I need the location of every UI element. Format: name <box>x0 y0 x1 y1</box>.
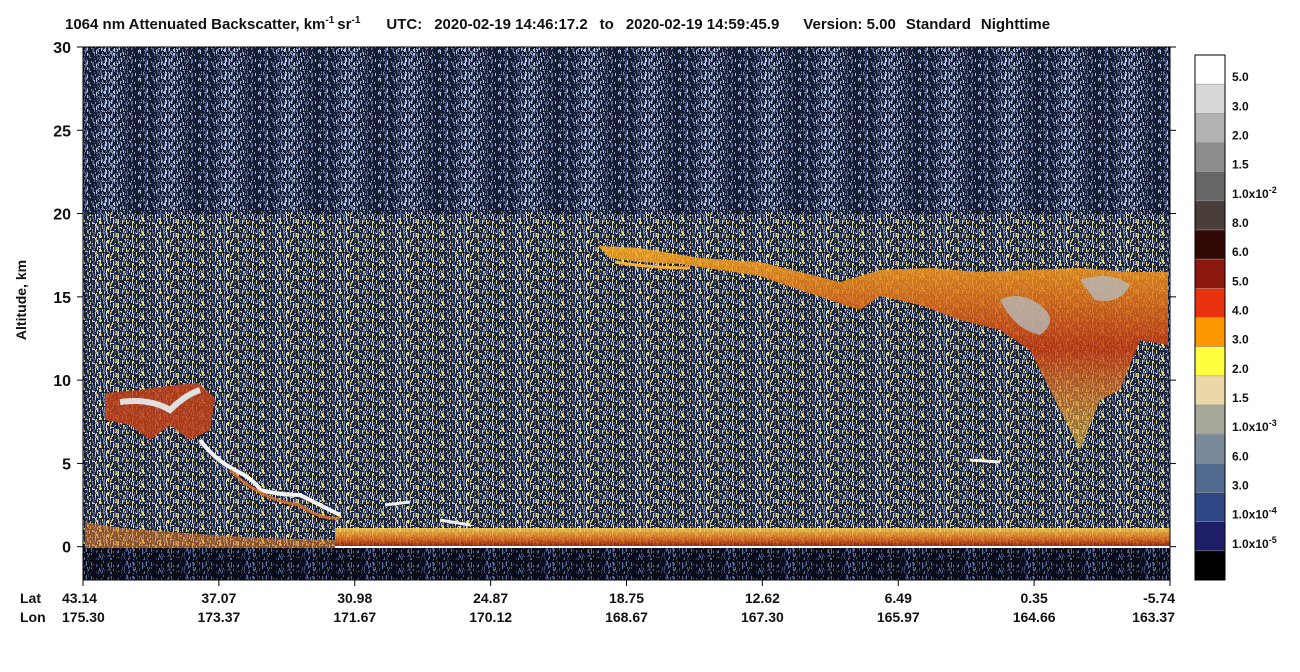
colorbar-swatch <box>1194 200 1226 231</box>
colorbar-label: 6.0 <box>1232 449 1249 463</box>
colorbar-label: 1.0x10-3 <box>1232 418 1277 434</box>
colorbar-swatch <box>1194 492 1226 522</box>
lon-label: 171.67 <box>333 609 376 625</box>
lat-label: 24.87 <box>473 590 508 606</box>
lon-label: 165.97 <box>877 609 920 625</box>
boundary-layer <box>85 522 335 548</box>
colorbar-swatch <box>1194 375 1226 406</box>
title-part: to <box>600 16 614 33</box>
title-part: Standard <box>906 16 971 33</box>
cirrus-layer <box>598 246 1168 450</box>
colorbar-swatch <box>1194 404 1226 435</box>
boundary-layer <box>335 528 1170 547</box>
colorbar-label: 1.0x10-4 <box>1232 506 1277 522</box>
colorbar-swatch <box>1194 550 1226 581</box>
lat-label: 0.35 <box>1021 590 1048 606</box>
colorbar-swatch <box>1194 521 1226 552</box>
cirrus-core <box>1000 276 1130 335</box>
colorbar-swatch <box>1194 229 1226 260</box>
colorbar-label: 1.5 <box>1232 158 1249 172</box>
colorbar-label: 1.0x10-5 <box>1232 535 1277 551</box>
aerosol-core <box>119 387 202 414</box>
lon-label: 164.66 <box>1013 609 1056 625</box>
colorbar-label: 5.0 <box>1232 274 1249 288</box>
y-tick-label: 20 <box>53 207 71 224</box>
y-tick-label: 25 <box>53 123 71 140</box>
lon-label: 163.37 <box>1132 609 1175 625</box>
title-part: UTC: <box>386 16 422 33</box>
aerosol-plume-edge <box>228 468 341 520</box>
colorbar-label: 4.0 <box>1232 304 1249 318</box>
subsurface-noise <box>83 548 1170 580</box>
aerosol-plume <box>198 438 341 517</box>
y-tick-label: 30 <box>53 40 71 57</box>
lat-label: 37.07 <box>201 590 236 606</box>
colorbar-label: 3.0 <box>1232 479 1249 493</box>
lat-title: Lat <box>20 590 41 606</box>
colorbar-swatch <box>1194 258 1226 289</box>
colorbar-label-text: 1.0x10 <box>1232 537 1269 551</box>
lat-label: -5.74 <box>1143 590 1175 606</box>
colorbar-label-text: 1.0x10 <box>1232 420 1269 434</box>
chart-title: 1064 nm Attenuated Backscatter, km-1 sr-1… <box>65 15 1050 33</box>
y-axis-label: Altitude, km <box>13 260 29 340</box>
lat-label: 18.75 <box>609 590 644 606</box>
colorbar-swatch <box>1194 346 1226 377</box>
colorbar-label: 1.5 <box>1232 391 1249 405</box>
colorbar-swatch <box>1194 142 1226 172</box>
colorbar-label: 1.0x10-2 <box>1232 185 1277 201</box>
lon-label: 170.12 <box>469 609 512 625</box>
small-cloud <box>384 458 1001 527</box>
plot-area <box>82 46 1171 581</box>
colorbar-swatch <box>1194 54 1226 85</box>
lat-label: 12.62 <box>745 590 780 606</box>
lat-label: 30.98 <box>337 590 372 606</box>
lon-label: 175.30 <box>62 609 105 625</box>
y-tick-label: 10 <box>53 373 71 390</box>
title-exp: -1 <box>351 15 360 26</box>
colorbar-label: 8.0 <box>1232 216 1249 230</box>
y-tick-label: 5 <box>62 456 71 473</box>
lon-title: Lon <box>20 609 46 625</box>
cirrus-filament <box>614 260 691 270</box>
colorbar-label: 2.0 <box>1232 129 1249 143</box>
title-part: 2020-02-19 14:59:45.9 <box>626 16 779 33</box>
lon-label: 167.30 <box>741 609 784 625</box>
lat-label: 43.14 <box>62 590 97 606</box>
stratosphere-noise <box>83 47 1170 214</box>
lon-label: 173.37 <box>197 609 240 625</box>
colorbar-label: 6.0 <box>1232 245 1249 259</box>
y-tick-label: 15 <box>53 290 71 307</box>
colorbar-label: 5.0 <box>1232 70 1249 84</box>
colorbar-label: 3.0 <box>1232 333 1249 347</box>
colorbar-swatch <box>1194 463 1226 493</box>
colorbar-label: 2.0 <box>1232 362 1249 376</box>
title-part: 1064 nm Attenuated Backscatter, km <box>65 16 325 33</box>
colorbar-swatch <box>1194 317 1226 347</box>
colorbar-frame <box>1194 54 1226 581</box>
colorbar-label-exp: -4 <box>1269 506 1277 516</box>
colorbar-label-exp: -2 <box>1269 185 1277 195</box>
title-part: sr <box>337 16 351 33</box>
colorbar-swatch <box>1194 433 1226 464</box>
colorbar-label-text: 1.0x10 <box>1232 187 1269 201</box>
lat-label: 6.49 <box>885 590 912 606</box>
title-part: Version: 5.00 <box>803 16 896 33</box>
lon-label: 168.67 <box>605 609 648 625</box>
colorbar-label-text: 1.0x10 <box>1232 508 1269 522</box>
colorbar-swatch <box>1194 113 1226 143</box>
colorbar-swatch <box>1194 288 1226 318</box>
title-exp: -1 <box>325 15 334 26</box>
colorbar-label-exp: -5 <box>1269 535 1277 545</box>
title-part: Nighttime <box>981 16 1050 33</box>
colorbar-swatch <box>1194 83 1226 114</box>
colorbar-label-exp: -3 <box>1269 418 1277 428</box>
colorbar-swatch <box>1194 171 1226 202</box>
title-part: 2020-02-19 14:46:17.2 <box>434 16 587 33</box>
y-tick-label: 0 <box>62 540 71 557</box>
colorbar-label: 3.0 <box>1232 99 1249 113</box>
